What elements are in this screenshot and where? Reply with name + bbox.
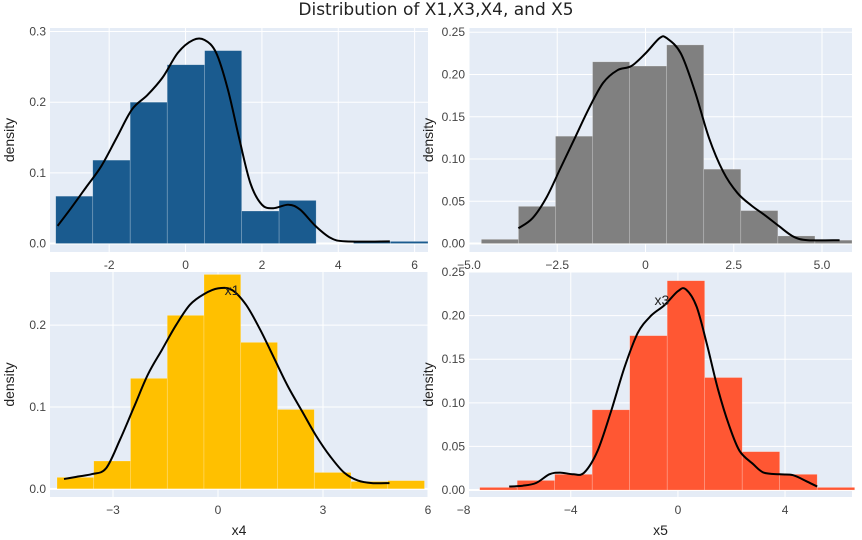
histogram-bar bbox=[204, 50, 242, 244]
subplot-annotation: x1 bbox=[225, 282, 240, 298]
histogram-bar bbox=[629, 65, 667, 244]
y-tick-label: 0.1 bbox=[29, 400, 46, 414]
y-tick-label: 0.00 bbox=[442, 237, 466, 251]
histogram-bar bbox=[93, 460, 131, 490]
y-tick-label: 0.3 bbox=[29, 25, 46, 39]
density-curve bbox=[56, 37, 390, 243]
histogram-bar bbox=[92, 159, 131, 244]
histogram-bar bbox=[703, 168, 742, 244]
x-tick-label: 4 bbox=[782, 503, 789, 517]
density-curve bbox=[517, 35, 840, 242]
histogram-bar bbox=[166, 64, 205, 244]
histogram-bar bbox=[241, 210, 280, 244]
histogram-bar bbox=[666, 44, 705, 244]
x-tick-label: −3 bbox=[106, 503, 120, 517]
density-curve bbox=[63, 286, 390, 485]
figure-title: Distribution of X1,X3,X4, and X5 bbox=[298, 0, 573, 20]
subplot-x3: −5.0 −2.5 0 2.5 5.0 0.00 0.05 0.10 0.15 0.20 0.25 d… bbox=[420, 25, 853, 272]
x-tick-label: 2.5 bbox=[725, 258, 742, 272]
x-tick-label: 0 bbox=[182, 258, 189, 272]
x-tick-label: −2.5 bbox=[545, 258, 569, 272]
x-tick-label: −4 bbox=[564, 503, 578, 517]
histogram-bar bbox=[56, 477, 95, 490]
subplot-x4: −3 0 3 6 0.0 0.1 0.2 density x4 x1 bbox=[1, 272, 432, 538]
histogram-bar bbox=[554, 474, 593, 491]
histogram-bar bbox=[779, 474, 818, 491]
y-tick-label: 0.05 bbox=[442, 439, 466, 453]
y-tick-label: 0.2 bbox=[29, 318, 46, 332]
x-tick-label: 0 bbox=[642, 258, 649, 272]
y-axis-title: density bbox=[1, 118, 17, 162]
y-tick-label: 0.2 bbox=[29, 95, 46, 109]
y-tick-label: 0.0 bbox=[29, 237, 46, 251]
histogram-bar bbox=[704, 377, 743, 491]
histogram-bar bbox=[313, 472, 352, 490]
x-tick-label: -2 bbox=[104, 258, 115, 272]
x-axis-title: x4 bbox=[232, 522, 247, 538]
histogram-bar bbox=[387, 480, 425, 490]
x-axis-title: x5 bbox=[653, 522, 668, 538]
x-tick-label: 6 bbox=[411, 258, 418, 272]
histogram-bar bbox=[203, 274, 242, 490]
x-tick-label: 2 bbox=[259, 258, 266, 272]
y-axis-title: density bbox=[420, 362, 436, 406]
x-tick-label: 0 bbox=[215, 503, 222, 517]
subplot-x1: -2 0 2 4 6 0.0 0.1 0.2 0.3 density bbox=[1, 25, 429, 272]
histogram-bar bbox=[479, 487, 518, 491]
x-tick-label: 0 bbox=[675, 503, 682, 517]
histogram-bar bbox=[130, 378, 168, 490]
y-tick-label: 0.15 bbox=[442, 352, 466, 366]
y-tick-label: 0.05 bbox=[442, 194, 466, 208]
y-tick-label: 0.1 bbox=[29, 166, 46, 180]
subplot-x5: −8 −4 0 4 0.00 0.05 0.10 0.15 0.20 0.25 density x5 x… bbox=[420, 265, 855, 538]
y-tick-label: 0.10 bbox=[442, 152, 466, 166]
histogram-bar bbox=[390, 241, 429, 244]
y-tick-label: 0.00 bbox=[442, 483, 466, 497]
x-tick-label: 4 bbox=[335, 258, 342, 272]
subplot-grid: -2 0 2 4 6 0.0 0.1 0.2 0.3 density −5.0 −2.5 0 2.5 5.0… bbox=[1, 25, 855, 538]
y-tick-label: 0.25 bbox=[442, 265, 466, 279]
y-tick-label: 0.20 bbox=[442, 67, 466, 81]
histogram-bar bbox=[816, 487, 855, 491]
histogram-bar bbox=[555, 135, 593, 244]
y-tick-label: 0.20 bbox=[442, 309, 466, 323]
y-tick-label: 0.25 bbox=[442, 25, 466, 39]
histogram-bar bbox=[629, 335, 668, 491]
histogram-bar bbox=[240, 342, 278, 490]
histogram-bar bbox=[129, 101, 168, 244]
x-tick-label: 3 bbox=[320, 503, 327, 517]
x-tick-label: 6 bbox=[425, 503, 432, 517]
histogram-bar bbox=[481, 239, 519, 244]
histogram-bar bbox=[592, 61, 630, 244]
histogram-bar bbox=[740, 210, 779, 244]
subplot-annotation: x3 bbox=[654, 292, 669, 308]
y-tick-label: 0.10 bbox=[442, 396, 466, 410]
density-curve bbox=[509, 287, 818, 488]
histogram-bar bbox=[166, 315, 205, 490]
y-tick-label: 0.15 bbox=[442, 110, 466, 124]
y-axis-title: density bbox=[420, 118, 436, 162]
y-tick-label: 0.0 bbox=[29, 482, 46, 496]
y-axis-title: density bbox=[1, 362, 17, 406]
x-tick-label: −8 bbox=[457, 503, 471, 517]
x-tick-label: −5.0 bbox=[457, 258, 481, 272]
x-tick-label: 5.0 bbox=[814, 258, 831, 272]
